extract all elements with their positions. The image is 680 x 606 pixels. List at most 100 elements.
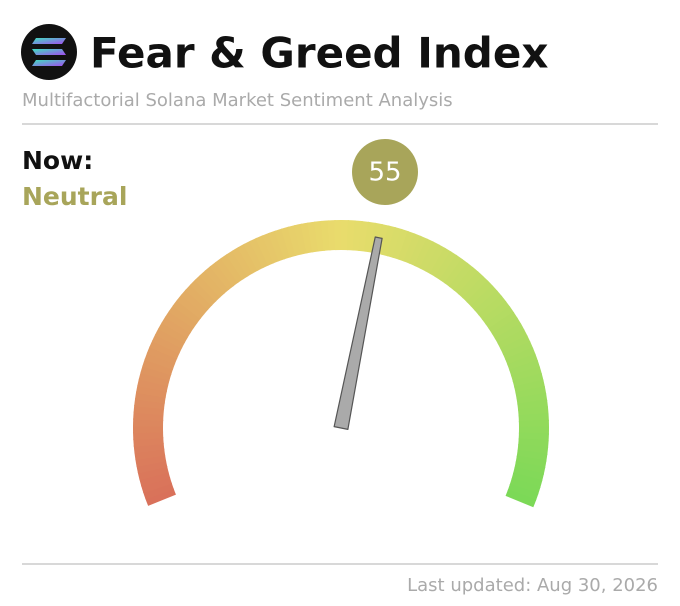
- gauge-band: [144, 352, 176, 370]
- gauge-band: [138, 371, 170, 387]
- gauge-band: [500, 335, 531, 355]
- gauge-band: [481, 300, 511, 325]
- gauge-band: [143, 482, 174, 500]
- gauge-band: [135, 384, 167, 398]
- gauge-band: [133, 425, 164, 434]
- gauge-band: [134, 398, 165, 410]
- status: Neutral: [22, 182, 127, 211]
- gauge-band: [199, 270, 226, 298]
- gauge-band: [214, 257, 239, 287]
- gauge-band: [491, 317, 522, 340]
- gauge-band: [133, 431, 164, 441]
- gauge-band: [146, 346, 178, 365]
- gauge-band: [149, 339, 180, 360]
- gauge-band: [509, 478, 541, 495]
- gauge-band: [140, 365, 172, 381]
- gauge-band: [403, 233, 422, 264]
- gauge-band: [137, 378, 169, 393]
- gauge-band: [485, 306, 515, 330]
- gauge-band: [386, 227, 403, 258]
- needle: [333, 236, 383, 430]
- gauge-band: [231, 246, 254, 277]
- gauge-band: [494, 323, 525, 345]
- gauge-band: [151, 333, 183, 354]
- gauge-band: [141, 477, 172, 494]
- gauge-band: [507, 353, 539, 372]
- gauge-band: [419, 241, 440, 272]
- value-label: 55: [368, 158, 401, 188]
- gauge-band: [158, 321, 188, 344]
- gauge-band: [514, 461, 546, 476]
- gauge-band: [134, 391, 166, 404]
- gauge-band: [243, 240, 264, 271]
- gauge-band: [225, 250, 249, 280]
- gauge-band: [137, 465, 169, 481]
- gauge-band: [408, 235, 428, 267]
- gauge-band: [478, 295, 507, 321]
- gauge-band: [518, 419, 549, 428]
- gauge-band: [507, 483, 539, 501]
- gauge-band: [509, 360, 541, 377]
- gauge-band: [429, 247, 452, 278]
- gauge-band: [300, 222, 314, 254]
- gauge-band: [220, 253, 244, 284]
- gauge-band: [474, 290, 503, 316]
- now-label: Now:: [22, 146, 93, 175]
- gauge-band: [457, 271, 484, 299]
- gauge-band: [358, 220, 370, 252]
- gauge-band: [154, 327, 186, 349]
- gauge-band: [381, 225, 397, 257]
- gauge-band: [237, 243, 259, 274]
- gauge-band: [268, 230, 286, 262]
- gauge-band: [453, 266, 479, 295]
- gauge-band: [194, 274, 221, 302]
- gauge-band: [145, 488, 176, 506]
- gauge-band: [511, 472, 543, 489]
- gauge-band: [511, 366, 542, 383]
- title: Fear & Greed Index: [90, 29, 548, 78]
- gauge-band: [172, 299, 201, 324]
- subtitle: Multifactorial Solana Market Sentiment A…: [22, 90, 453, 111]
- gauge-band: [135, 454, 167, 467]
- gauge-band: [497, 329, 528, 350]
- gauge-band: [518, 413, 549, 423]
- gauge-band: [502, 341, 534, 361]
- gauge-band: [512, 372, 544, 388]
- gauge-band: [470, 285, 498, 312]
- gauge-band: [424, 244, 446, 275]
- gauge-band: [209, 261, 235, 291]
- gauge-band: [164, 310, 195, 334]
- logo: [21, 24, 77, 80]
- footer: Last updated: Aug 30, 2026: [407, 575, 658, 596]
- gauge-band: [293, 223, 308, 255]
- gauge-band: [261, 232, 280, 264]
- gauge-band: [274, 228, 291, 260]
- gauge-band: [517, 444, 549, 456]
- gauge-band: [516, 449, 548, 462]
- gauge-band: [439, 254, 463, 284]
- gauge-band: [280, 226, 297, 258]
- gauge-band: [249, 237, 269, 269]
- gauge-band: [180, 289, 209, 315]
- value-badge: [352, 139, 418, 205]
- gauge-band: [505, 347, 536, 366]
- gauge-band: [142, 358, 174, 376]
- gauge-band: [287, 225, 302, 257]
- gauge-band: [185, 284, 213, 311]
- gauge-band: [514, 379, 546, 394]
- gauge-band: [397, 230, 416, 262]
- gauge-band: [488, 311, 518, 335]
- gauge-band: [161, 316, 191, 339]
- gauge-band: [448, 262, 474, 291]
- gauge-band: [515, 455, 547, 469]
- gauge-band: [334, 219, 343, 251]
- gauge-band: [176, 294, 205, 320]
- gauge-band: [444, 258, 469, 288]
- gauge-band: [364, 221, 377, 253]
- gauge-band: [414, 238, 434, 269]
- gauge-band: [204, 265, 230, 294]
- gauge-band: [392, 228, 409, 260]
- gauge-band: [327, 220, 337, 251]
- gauge-band: [139, 471, 171, 487]
